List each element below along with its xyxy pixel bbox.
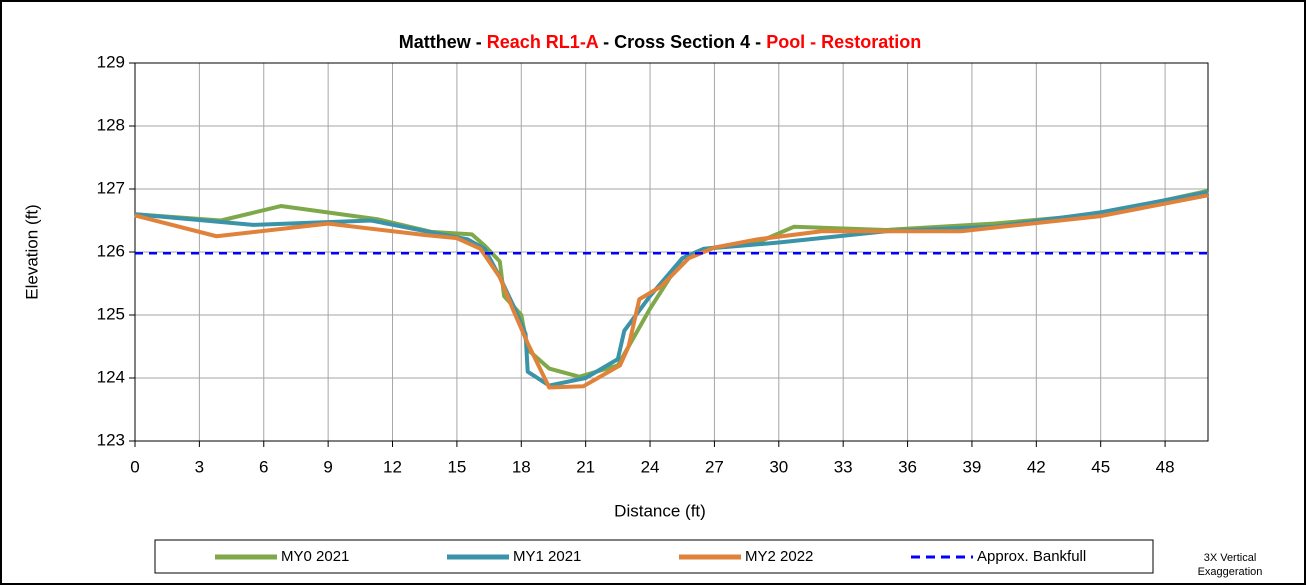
annotation: Exaggeration	[1198, 566, 1263, 578]
y-tick-label: 129	[97, 52, 125, 71]
x-tick-label: 42	[1027, 457, 1046, 476]
x-tick-label: 9	[323, 457, 332, 476]
legend-label: MY0 2021	[281, 548, 349, 565]
title-segment: Reach RL1-A	[487, 32, 599, 52]
y-tick-label: 128	[97, 115, 125, 134]
y-tick-label: 124	[97, 367, 125, 386]
x-tick-label: 15	[447, 457, 466, 476]
x-tick-label: 12	[383, 457, 402, 476]
x-tick-label: 36	[898, 457, 917, 476]
x-axis-label: Distance (ft)	[614, 501, 706, 520]
x-tick-label: 48	[1156, 457, 1175, 476]
y-tick-label: 126	[97, 241, 125, 260]
y-tick-label: 123	[97, 430, 125, 449]
x-tick-label: 45	[1091, 457, 1110, 476]
y-axis-label: Elevation (ft)	[22, 204, 41, 299]
x-tick-label: 30	[769, 457, 788, 476]
x-tick-label: 0	[130, 457, 139, 476]
series-line	[134, 193, 1209, 390]
annotation: 3X Vertical	[1204, 552, 1257, 564]
plot-frame	[134, 62, 1209, 442]
x-tick-label: 27	[705, 457, 724, 476]
chart-title: Matthew - Reach RL1-A - Cross Section 4 …	[399, 32, 921, 52]
x-tick-label: 3	[195, 457, 204, 476]
x-tick-label: 33	[834, 457, 853, 476]
title-segment: Pool - Restoration	[766, 32, 921, 52]
x-tick-label: 6	[259, 457, 268, 476]
legend-label: MY2 2022	[745, 548, 813, 565]
x-tick-label: 18	[512, 457, 531, 476]
x-tick-label: 39	[962, 457, 981, 476]
title-segment: Matthew -	[399, 32, 487, 52]
x-tick-label: 24	[641, 457, 660, 476]
legend-box	[154, 539, 1154, 574]
title-segment: - Cross Section 4 -	[598, 32, 766, 52]
legend-label: MY1 2021	[513, 548, 581, 565]
legend-label: Approx. Bankfull	[977, 548, 1086, 565]
y-tick-label: 127	[97, 178, 125, 197]
y-tick-label: 125	[97, 304, 125, 323]
x-tick-label: 21	[576, 457, 595, 476]
